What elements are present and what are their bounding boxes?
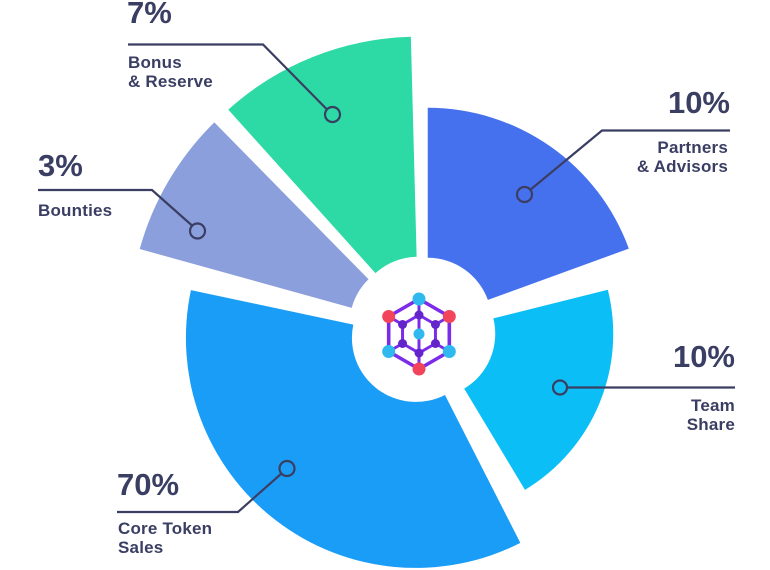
slice-team-share <box>464 289 614 490</box>
pct-label-core-token-sales: 70% <box>117 467 180 502</box>
label-partners-advisors: Partners & Advisors <box>636 138 728 176</box>
label-core-token-sales: Core Token Sales <box>118 519 213 557</box>
slice-bounties <box>139 122 369 308</box>
leader-line-bonus-reserve <box>128 43 328 111</box>
leader-dot-team-share <box>551 379 569 396</box>
leader-dot-bonus-reserve <box>323 105 342 124</box>
slice-core-token-sales <box>185 290 521 568</box>
pct-label-team-share: 10% <box>672 339 735 374</box>
label-team-share: Team Share <box>686 396 735 434</box>
pct-label-bonus-reserve: 7% <box>127 0 172 30</box>
slice-bonus-reserve <box>228 36 417 274</box>
slice-partners-advisors <box>427 107 629 300</box>
pct-label-partners-advisors: 10% <box>667 85 730 120</box>
leader-line-bounties <box>38 188 193 227</box>
leader-dot-partners-advisors <box>515 185 534 204</box>
leader-dot-core-token-sales <box>278 459 296 478</box>
leader-dot-bounties <box>188 222 207 240</box>
leader-line-core-token-sales <box>117 472 283 514</box>
pct-label-bounties: 3% <box>38 148 83 183</box>
leader-line-partners-advisors <box>529 129 730 191</box>
label-bounties: Bounties <box>38 201 113 220</box>
label-bonus-reserve: Bonus & Reserve <box>128 53 213 91</box>
hex-network-logo <box>382 292 456 376</box>
